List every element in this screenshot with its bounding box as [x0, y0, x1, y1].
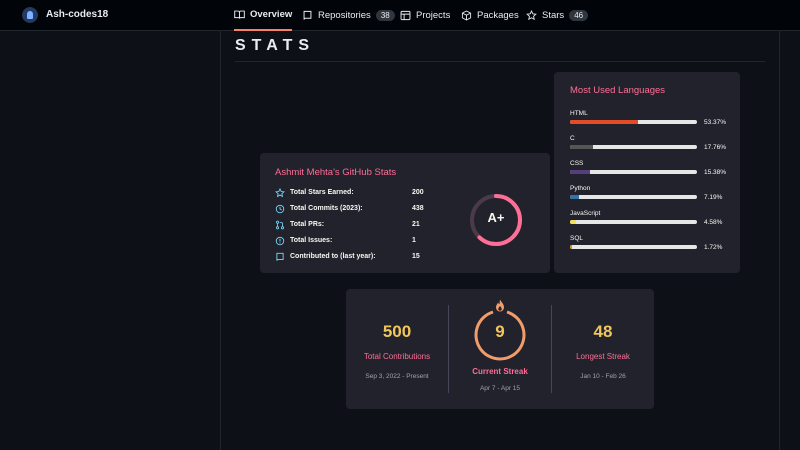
- table-icon: [400, 10, 411, 21]
- language-row: CSS 15.38%: [570, 160, 736, 185]
- avatar[interactable]: [22, 7, 38, 23]
- language-name: JavaScript: [570, 210, 601, 217]
- rank-grade: A+: [487, 210, 505, 225]
- language-progress-fill: [570, 195, 580, 199]
- tab-repositories[interactable]: Repositories 38: [302, 0, 395, 31]
- pull-request-icon: [275, 220, 285, 230]
- language-percent: 1.72%: [704, 244, 723, 251]
- stat-label: Contributed to (last year):: [290, 253, 376, 260]
- language-progress-bar: [570, 145, 697, 149]
- language-progress-bar: [570, 245, 697, 249]
- longest-streak-label: Longest Streak: [576, 352, 630, 361]
- language-progress-fill: [570, 170, 590, 174]
- language-row: C 17.76%: [570, 135, 736, 160]
- stat-row-contributed: Contributed to (last year): 15: [275, 252, 445, 264]
- language-progress-fill: [570, 220, 576, 224]
- stat-value: 200: [412, 189, 424, 196]
- profile-nav-bar: Ash-codes18 Overview Repositories 38 Pro…: [0, 0, 800, 31]
- left-column-divider: [220, 31, 221, 450]
- package-icon: [461, 10, 472, 21]
- history-icon: [275, 204, 285, 214]
- language-name: CSS: [570, 160, 584, 167]
- section-heading: STATS: [235, 37, 316, 54]
- stat-value: 15: [412, 253, 420, 260]
- language-progress-fill: [570, 245, 573, 249]
- stat-value: 21: [412, 221, 420, 228]
- total-contributions-value: 500: [382, 322, 412, 341]
- heading-divider: [235, 61, 765, 62]
- streak-divider: [551, 305, 552, 393]
- stat-row-issues: Total Issues: 1: [275, 236, 445, 248]
- language-progress-bar: [570, 220, 697, 224]
- tab-label: Packages: [477, 10, 519, 21]
- language-percent: 15.38%: [704, 169, 727, 176]
- language-name: HTML: [570, 110, 588, 117]
- repo-icon: [275, 252, 285, 262]
- language-row: Python 7.19%: [570, 185, 736, 210]
- language-percent: 4.58%: [704, 219, 723, 226]
- stat-row-commits: Total Commits (2023): 438: [275, 204, 445, 216]
- github-stats-title: Ashmit Mehta's GitHub Stats: [275, 167, 397, 178]
- tab-label: Overview: [250, 9, 293, 20]
- tab-label: Repositories: [318, 10, 371, 21]
- tab-stars[interactable]: Stars 46: [526, 0, 589, 31]
- tab-packages[interactable]: Packages: [461, 0, 519, 31]
- language-progress-bar: [570, 195, 697, 199]
- language-progress-fill: [570, 145, 593, 149]
- current-streak-range: Apr 7 - Apr 15: [479, 385, 521, 392]
- stat-label: Total Stars Earned:: [290, 189, 354, 196]
- total-contributions-range: Sep 3, 2022 - Present: [365, 373, 429, 380]
- stat-row-stars: Total Stars Earned: 200: [275, 188, 445, 200]
- language-progress-bar: [570, 120, 697, 124]
- repo-icon: [302, 10, 313, 21]
- tab-overview[interactable]: Overview: [234, 0, 293, 31]
- language-row: SQL 1.72%: [570, 235, 736, 260]
- stat-label: Total Issues:: [290, 237, 333, 244]
- book-icon: [234, 9, 245, 20]
- issue-icon: [275, 236, 285, 246]
- language-progress-fill: [570, 120, 638, 124]
- stat-label: Total Commits (2023):: [290, 205, 363, 212]
- current-streak-ring: [472, 307, 528, 363]
- language-percent: 17.76%: [704, 144, 727, 151]
- language-progress-bar: [570, 170, 697, 174]
- stat-value: 438: [412, 205, 424, 212]
- language-row: HTML 53.37%: [570, 110, 736, 135]
- rank-ring: A+: [468, 192, 524, 248]
- longest-streak-range: Jan 10 - Feb 26: [580, 373, 626, 380]
- current-streak-value: 9: [495, 322, 505, 341]
- username[interactable]: Ash-codes18: [46, 9, 109, 20]
- language-percent: 7.19%: [704, 194, 723, 201]
- language-name: Python: [570, 185, 591, 192]
- total-contributions-label: Total Contributions: [363, 352, 431, 361]
- fire-icon: [494, 299, 506, 313]
- repositories-count-badge: 38: [375, 10, 395, 21]
- languages-title: Most Used Languages: [570, 85, 666, 96]
- tab-label: Projects: [416, 10, 451, 21]
- streak-stats-card[interactable]: 500 Total Contributions Sep 3, 2022 - Pr…: [346, 289, 654, 409]
- current-streak-label: Current Streak: [472, 367, 528, 376]
- stat-value: 1: [412, 237, 416, 244]
- right-column-divider: [779, 31, 780, 450]
- language-row: JavaScript 4.58%: [570, 210, 736, 235]
- stat-label: Total PRs:: [290, 221, 325, 228]
- star-icon: [526, 10, 537, 21]
- streak-divider: [448, 305, 449, 393]
- most-used-languages-card[interactable]: Most Used Languages HTML 53.37% C 17.76% CSS…: [554, 72, 740, 273]
- longest-streak-value: 48: [593, 322, 613, 341]
- language-name: C: [570, 135, 575, 142]
- tab-projects[interactable]: Projects: [400, 0, 450, 31]
- language-percent: 53.37%: [704, 119, 727, 126]
- tab-label: Stars: [542, 10, 565, 21]
- language-name: SQL: [570, 235, 584, 242]
- stars-count-badge: 46: [569, 10, 589, 21]
- star-icon: [275, 188, 285, 198]
- github-stats-card[interactable]: Ashmit Mehta's GitHub Stats Total Stars …: [260, 153, 550, 273]
- stat-row-prs: Total PRs: 21: [275, 220, 445, 232]
